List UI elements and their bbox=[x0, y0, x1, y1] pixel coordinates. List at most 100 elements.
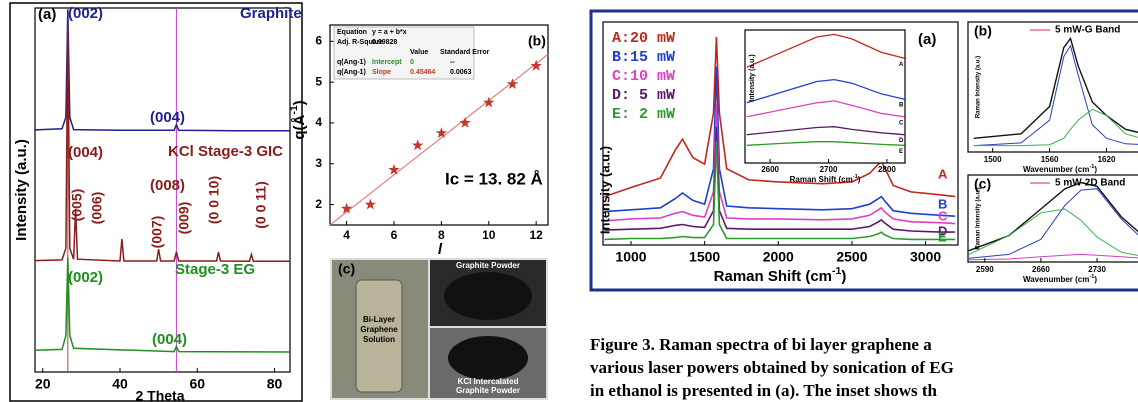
x-tick-label: 80 bbox=[267, 376, 283, 392]
legend-entry: 5 mW-G Band bbox=[1055, 25, 1120, 36]
peak-label: (006) bbox=[89, 192, 105, 225]
peak-label: (002) bbox=[68, 5, 103, 22]
panel-label: (b) bbox=[528, 33, 546, 49]
table-header: Standard Error bbox=[440, 49, 490, 56]
caption-line: Figure 3. Raman spectra of bi layer grap… bbox=[590, 335, 932, 354]
label-part: -1 bbox=[832, 265, 841, 277]
y-tick-label: 3 bbox=[315, 156, 322, 170]
peak-label: (005) bbox=[69, 189, 85, 222]
x-tick-label: 60 bbox=[189, 376, 205, 392]
panel-label: (c) bbox=[974, 176, 991, 192]
peak-label: (002) bbox=[68, 269, 103, 286]
photo-label: Graphite Powder bbox=[456, 386, 520, 395]
x-tick-label: 1560 bbox=[1041, 155, 1059, 164]
series-name: Graphite bbox=[240, 5, 302, 22]
curve-label: A bbox=[938, 166, 948, 181]
curve-label: B bbox=[899, 103, 904, 109]
figure: Graphite (002) (004) KCl Stage-3 GIC (004) (0… bbox=[0, 0, 1138, 402]
series-name: KCl Stage-3 GIC bbox=[168, 143, 283, 160]
label-part: ) bbox=[841, 268, 846, 285]
x-tick-label: 2730 bbox=[1088, 265, 1106, 274]
axis-label: Raman Shift (cm-1) bbox=[714, 265, 847, 285]
curve-label: A bbox=[899, 62, 904, 68]
x-tick-label: 2500 bbox=[836, 249, 867, 265]
table-cell: 0.99828 bbox=[372, 39, 397, 46]
y-axis-label: Raman Intensity (a.u.) bbox=[976, 56, 982, 118]
y-axis-label: Intensity (a.u.) bbox=[597, 146, 612, 234]
peak-label: (008) bbox=[150, 177, 185, 194]
x-tick-label: 2000 bbox=[763, 249, 794, 265]
caption-line: in ethanol is presented in (a). The inse… bbox=[590, 381, 938, 400]
y-axis-label: Intensity (a.u.) bbox=[749, 54, 756, 101]
graphite-powder bbox=[444, 272, 532, 320]
peak-label: (004) bbox=[150, 109, 185, 126]
y-axis-label: Raman Intensity (a.u.) bbox=[976, 187, 982, 249]
table-cell: Equation bbox=[337, 29, 367, 36]
panel-label: (a) bbox=[38, 6, 56, 23]
photo-label: Graphene bbox=[360, 325, 398, 334]
table-cell: 0.0063 bbox=[450, 69, 472, 76]
legend-entry: E: 2 mW bbox=[612, 106, 675, 123]
panel-label: (a) bbox=[918, 31, 936, 48]
axis-label: Wavenumber (cm-1) bbox=[1023, 274, 1097, 284]
kcl-powder bbox=[448, 336, 528, 380]
peak-label: (0 0 10) bbox=[206, 176, 222, 224]
curve-label: D bbox=[899, 138, 904, 144]
legend-entry: 5 mW-2D Band bbox=[1055, 178, 1125, 189]
x-tick-label: 10 bbox=[482, 228, 496, 242]
table-cell: Intercept bbox=[372, 59, 402, 66]
page: Graphite (002) (004) KCl Stage-3 GIC (004) (0… bbox=[0, 0, 1138, 402]
legend-entry: B:15 mW bbox=[612, 49, 675, 66]
legend-entry: C:10 mW bbox=[612, 68, 675, 85]
table-cell: -- bbox=[450, 59, 455, 66]
table-cell: q(Ang-1) bbox=[337, 59, 366, 66]
curve-label: E bbox=[899, 149, 903, 155]
y-tick-label: 6 bbox=[315, 33, 322, 47]
x-tick-label: 12 bbox=[529, 228, 543, 242]
label-part: Wavenumber (cm bbox=[1023, 275, 1089, 284]
x-tick-label: 2600 bbox=[761, 165, 779, 174]
peak-label: (004) bbox=[152, 331, 187, 348]
peak-label: (009) bbox=[176, 202, 192, 235]
photo-label: Graphite Powder bbox=[456, 261, 520, 270]
series-name: Stage-3 EG bbox=[175, 261, 255, 278]
y-tick-label: 4 bbox=[315, 115, 322, 129]
x-tick-label: 40 bbox=[112, 376, 128, 392]
x-tick-label: 1500 bbox=[689, 249, 720, 265]
panel-label: (b) bbox=[974, 23, 992, 39]
y-axis-label: q(Å-1) bbox=[288, 100, 308, 139]
label-part: ) bbox=[1094, 275, 1097, 284]
x-tick-label: 2660 bbox=[1032, 265, 1050, 274]
x-tick-label: 1620 bbox=[1098, 155, 1116, 164]
curve-label: C bbox=[899, 120, 904, 126]
x-axis-label: 2 Theta bbox=[135, 388, 184, 402]
x-tick-label: 3000 bbox=[910, 249, 941, 265]
x-tick-label: 20 bbox=[35, 376, 51, 392]
label-part: q(Å bbox=[291, 115, 308, 140]
y-axis-label: Intensity (a.u.) bbox=[13, 139, 30, 241]
peak-label: (004) bbox=[68, 144, 103, 161]
photo-label: Solution bbox=[363, 335, 395, 344]
legend-entry: D: 5 mW bbox=[612, 87, 675, 104]
curve-label: C bbox=[938, 208, 948, 223]
axis-label: Wavenumber (cm-1) bbox=[1023, 164, 1097, 174]
table-header: Value bbox=[410, 49, 428, 56]
label-part: Raman Shift (cm bbox=[790, 175, 853, 184]
legend-entry: A:20 mW bbox=[612, 30, 675, 47]
x-tick-label: 1000 bbox=[615, 249, 646, 265]
photo-label: KCl Intercalated bbox=[458, 377, 519, 386]
table-cell: q(Ang-1) bbox=[337, 69, 366, 76]
photo-label: Bi-Layer bbox=[363, 315, 395, 324]
label-part: Raman Shift (cm bbox=[714, 268, 832, 285]
x-tick-label: 2590 bbox=[976, 265, 994, 274]
peak-label: (0 0 11) bbox=[253, 181, 269, 228]
x-axis-label: l bbox=[438, 241, 443, 258]
x-tick-label: 6 bbox=[391, 228, 398, 242]
label-part: ) bbox=[858, 175, 861, 184]
annotation: Ic = 13. 82 Å bbox=[445, 169, 543, 188]
peak-label: (007) bbox=[149, 216, 165, 249]
axis-label: Raman Shift (cm-1) bbox=[790, 174, 861, 184]
label-part: Wavenumber (cm bbox=[1023, 165, 1089, 174]
x-tick-label: 2800 bbox=[878, 165, 896, 174]
table-cell: Slope bbox=[372, 69, 391, 76]
